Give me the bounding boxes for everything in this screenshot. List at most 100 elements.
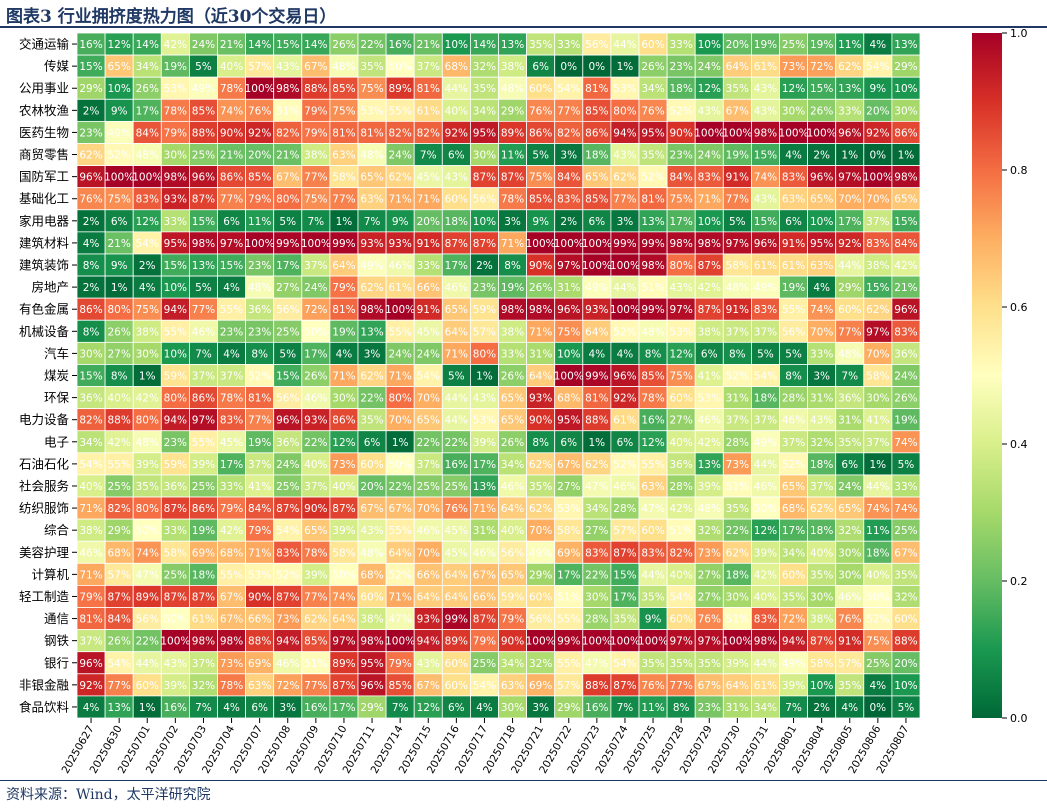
cell-value-label: 7% [195, 702, 212, 714]
cell-value-label: 43% [754, 105, 777, 117]
cell-value-label: 6% [560, 437, 577, 449]
cell-value-label: 44% [136, 658, 159, 670]
cell-value-label: 86% [332, 415, 355, 427]
cell-value-label: 79% [501, 614, 524, 626]
cell-value-label: 63% [501, 680, 524, 692]
cell-value-label: 29% [529, 569, 552, 581]
cell-value-label: 9% [870, 83, 887, 95]
cell-value-label: 3% [279, 702, 296, 714]
cell-value-label: 100% [132, 172, 162, 184]
cell-value-label: 17% [332, 702, 355, 714]
colorbar [972, 33, 1002, 718]
row-label: 医药生物 [19, 125, 69, 140]
cell-value-label: 46% [417, 525, 440, 537]
cell-value-label: 100% [385, 636, 415, 648]
cell-value-label: 61% [417, 105, 440, 117]
cell-value-label: 66% [473, 591, 496, 603]
cell-value-label: 17% [220, 459, 243, 471]
cell-value-label: 96% [810, 172, 833, 184]
cell-value-label: 83% [136, 194, 159, 206]
cell-value-label: 30% [894, 105, 917, 117]
cell-value-label: 73% [332, 459, 355, 471]
cell-value-label: 68% [360, 569, 383, 581]
cell-value-label: 38% [866, 260, 889, 272]
cell-value-label: 49% [754, 437, 777, 449]
cell-value-label: 50% [304, 326, 327, 338]
cell-value-label: 1% [898, 150, 915, 162]
cell-value-label: 37% [220, 371, 243, 383]
cell-value-label: 52% [613, 326, 636, 338]
cell-value-label: 62% [529, 503, 552, 515]
cell-value-label: 7% [364, 216, 381, 228]
cell-value-label: 89% [332, 658, 355, 670]
cell-value-label: 49% [529, 547, 552, 559]
cell-value-label: 75% [529, 172, 552, 184]
cell-value-label: 58% [557, 525, 580, 537]
row-label: 机械设备 [19, 324, 70, 339]
cell-value-label: 3% [364, 348, 381, 360]
cell-value-label: 29% [79, 83, 102, 95]
cell-value-label: 18% [866, 547, 889, 559]
cell-value-label: 60% [669, 614, 692, 626]
cell-value-label: 87% [473, 238, 496, 250]
cell-value-label: 89% [388, 83, 411, 95]
cell-value-label: 54% [417, 371, 440, 383]
cell-value-label: 57% [473, 326, 496, 338]
cell-value-label: 23% [248, 326, 271, 338]
cell-value-label: 46% [838, 591, 861, 603]
cell-value-label: 80% [669, 260, 692, 272]
row-label: 交通运输 [19, 37, 70, 52]
cell-value-label: 29% [557, 702, 580, 714]
cell-value-label: 87% [501, 172, 524, 184]
cell-value-label: 1% [841, 150, 858, 162]
cell-value-label: 12% [669, 348, 692, 360]
cell-value-label: 93% [529, 393, 552, 405]
cell-value-label: 25% [894, 525, 917, 537]
cell-value-label: 49% [754, 282, 777, 294]
cell-value-label: 100% [554, 371, 584, 383]
cell-value-label: 69% [557, 547, 580, 559]
cell-value-label: 33% [220, 481, 243, 493]
cell-value-label: 43% [445, 172, 468, 184]
cell-value-label: 39% [304, 569, 327, 581]
cell-value-label: 31% [557, 282, 580, 294]
cell-value-label: 87% [276, 503, 299, 515]
cell-value-label: 73% [726, 459, 749, 471]
cell-value-label: 62% [866, 304, 889, 316]
cell-value-label: 100% [863, 172, 893, 184]
cell-value-label: 38% [136, 326, 159, 338]
cell-value-label: 16% [164, 702, 187, 714]
cell-value-label: 61% [613, 415, 636, 427]
cell-value-label: 37% [304, 260, 327, 272]
cell-value-label: 43% [360, 525, 383, 537]
cell-value-label: 47% [641, 503, 664, 515]
cell-value-label: 73% [220, 658, 243, 670]
cell-value-label: 50% [388, 61, 411, 73]
cell-value-label: 39% [782, 680, 805, 692]
cell-value-label: 25% [473, 658, 496, 670]
cell-value-label: 83% [866, 238, 889, 250]
cell-value-label: 33% [417, 260, 440, 272]
cell-value-label: 65% [417, 415, 440, 427]
cell-value-label: 100% [807, 127, 837, 139]
cell-value-label: 85% [332, 83, 355, 95]
cell-value-label: 76% [641, 680, 664, 692]
cell-value-label: 78% [501, 194, 524, 206]
cell-value-label: 13% [894, 39, 917, 51]
cell-value-label: 4% [139, 282, 156, 294]
cell-value-label: 100% [245, 83, 275, 95]
cell-value-label: 63% [641, 481, 664, 493]
cell-value-label: 97% [192, 415, 215, 427]
cell-value-label: 76% [838, 614, 861, 626]
cell-value-label: 87% [473, 172, 496, 184]
cell-value-label: 96% [79, 172, 102, 184]
cell-value-label: 78% [220, 83, 243, 95]
cell-value-label: 79% [248, 194, 271, 206]
cell-value-label: 32% [473, 61, 496, 73]
cell-value-label: 61% [754, 680, 777, 692]
cell-value-label: 81% [332, 127, 355, 139]
cell-value-label: 92% [866, 127, 889, 139]
cell-value-label: 83% [894, 326, 917, 338]
cell-value-label: 6% [251, 702, 268, 714]
cell-value-label: 25% [445, 481, 468, 493]
